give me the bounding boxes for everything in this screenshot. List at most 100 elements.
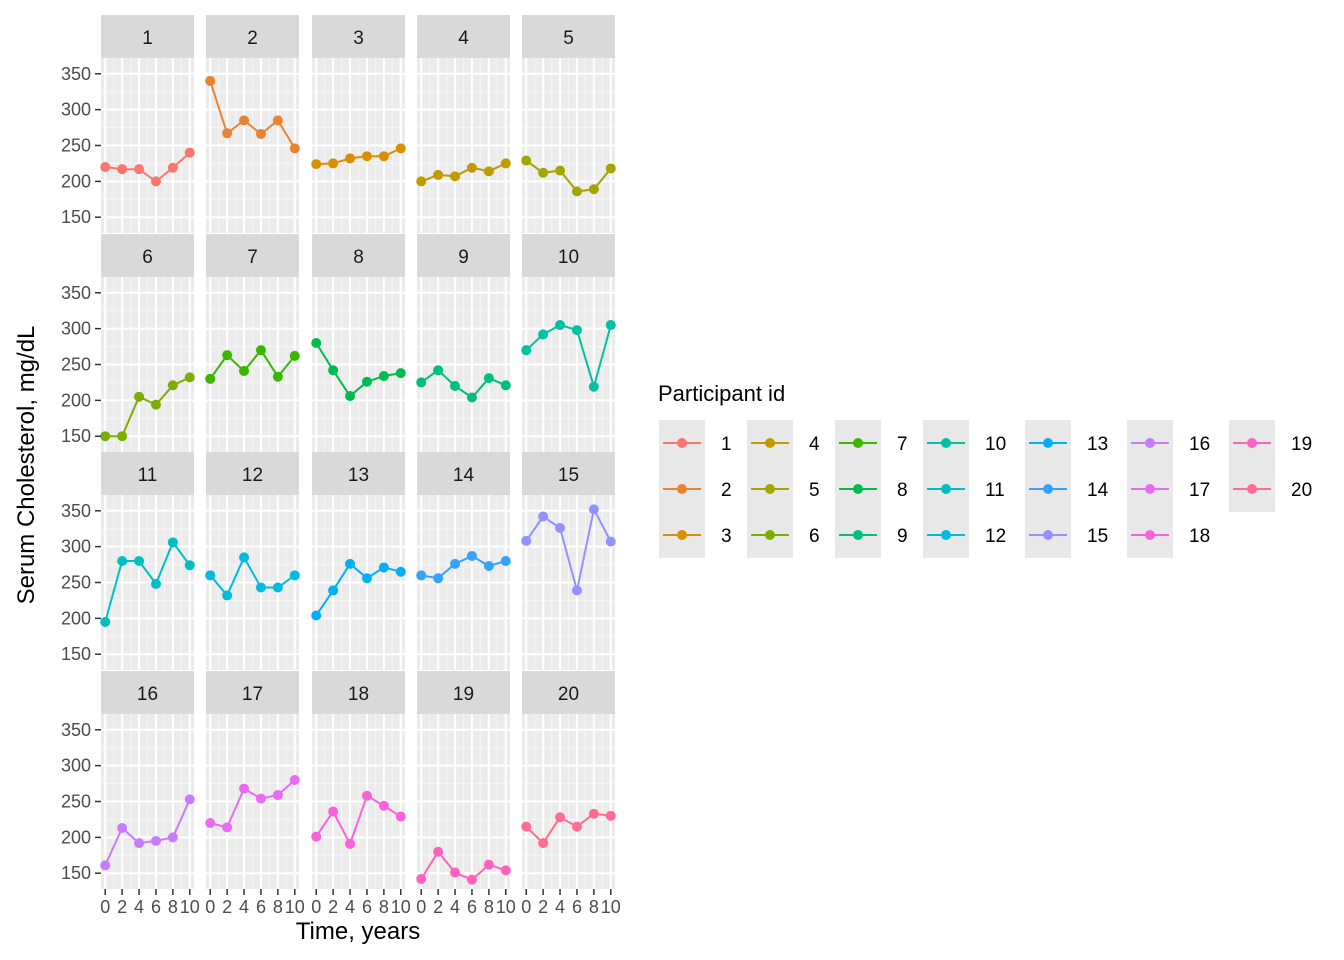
legend-label: 13: [1087, 434, 1108, 455]
data-point: [466, 392, 477, 403]
data-point: [205, 818, 216, 829]
legend-item-20: 20: [1229, 466, 1312, 512]
facet-strip-label: 8: [353, 247, 364, 268]
legend-item-15: 15: [1025, 512, 1108, 558]
facet-strip-label: 3: [353, 28, 364, 49]
facet-strip-label: 17: [242, 684, 263, 705]
legend-label: 19: [1291, 434, 1312, 455]
data-point: [571, 585, 582, 596]
data-point: [555, 522, 566, 533]
data-point: [239, 783, 250, 794]
data-point: [500, 158, 511, 169]
facet-panel-13: 13: [311, 452, 406, 670]
facet-panel-17: 17: [205, 671, 300, 889]
facet-panel-4: 4: [416, 15, 511, 233]
legend-item-2: 2: [659, 466, 732, 512]
x-tick-label: 8: [273, 897, 283, 917]
legend-label: 9: [897, 526, 908, 547]
legend-item-1: 1: [659, 420, 732, 466]
data-point: [311, 159, 322, 170]
legend-label: 11: [985, 480, 1005, 501]
data-point: [150, 399, 161, 410]
facet-panel-2: 2: [205, 15, 300, 233]
data-point: [255, 582, 266, 593]
legend-label: 3: [721, 526, 732, 547]
data-point: [117, 555, 128, 566]
y-axes: 150 200 250 300 350 150 200 250 300 350 150 200 250 3…: [61, 64, 101, 883]
data-point: [500, 555, 511, 566]
facet-strip-label: 12: [242, 465, 263, 486]
facet-strip-label: 14: [453, 465, 475, 486]
data-point: [521, 345, 532, 356]
data-point: [150, 176, 161, 187]
facet-panel-14: 14: [416, 452, 511, 670]
facet-strip: [522, 234, 615, 277]
y-tick-label: 200: [61, 827, 91, 847]
legend-item-13: 13: [1025, 420, 1108, 466]
data-point: [605, 320, 616, 331]
x-tick-label: 8: [168, 897, 178, 917]
legend-label: 20: [1291, 480, 1312, 501]
facet-panel-10: 10: [521, 234, 616, 452]
y-tick-label: 200: [61, 390, 91, 410]
legend-key-point: [941, 530, 951, 540]
data-point: [378, 562, 389, 573]
legend-key-point: [677, 438, 687, 448]
legend-item-5: 5: [747, 466, 820, 512]
x-tick-label: 8: [589, 897, 599, 917]
x-tick-label: 0: [521, 897, 531, 917]
x-tick-label: 4: [555, 897, 565, 917]
data-point: [222, 822, 233, 833]
data-point: [483, 561, 494, 572]
facet-strip: [101, 15, 194, 58]
facet-panel-5: 5: [521, 15, 616, 233]
data-point: [167, 537, 178, 548]
facet-panel-8: 8: [311, 234, 406, 452]
data-point: [255, 129, 266, 140]
data-point: [450, 171, 461, 182]
legend-label: 1: [721, 434, 732, 455]
y-tick-label: 150: [61, 207, 91, 227]
legend-item-7: 7: [835, 420, 908, 466]
legend-label: 17: [1189, 480, 1210, 501]
facet-panel-15: 15: [521, 452, 616, 670]
y-tick-label: 350: [61, 283, 91, 303]
data-point: [483, 373, 494, 384]
x-tick-label: 2: [538, 897, 548, 917]
data-point: [466, 874, 477, 885]
legend-key-point: [677, 530, 687, 540]
data-point: [328, 158, 339, 169]
legend-label: 14: [1087, 480, 1109, 501]
facet-strip: [206, 234, 299, 277]
data-point: [521, 155, 532, 166]
facet-panel-9: 9: [416, 234, 511, 452]
legend-item-6: 6: [747, 512, 820, 558]
legend-key-point: [1043, 530, 1053, 540]
legend-label: 7: [897, 434, 908, 455]
facet-strip-label: 13: [348, 465, 369, 486]
legend-item-11: 11: [923, 466, 1005, 512]
legend-key-point: [677, 484, 687, 494]
facet-strip-label: 9: [458, 247, 469, 268]
facet-strip-label: 2: [247, 28, 258, 49]
data-point: [345, 153, 356, 164]
facet-strip: [312, 671, 405, 714]
data-point: [272, 582, 283, 593]
data-point: [416, 873, 427, 884]
facet-strip-label: 20: [558, 684, 579, 705]
data-point: [571, 821, 582, 832]
data-point: [361, 376, 372, 387]
data-point: [538, 511, 549, 522]
x-tick-label: 8: [379, 897, 389, 917]
facet-strip: [417, 671, 510, 714]
data-point: [500, 865, 511, 876]
data-point: [521, 821, 532, 832]
data-point: [483, 166, 494, 177]
data-point: [272, 790, 283, 801]
x-tick-label: 0: [416, 897, 426, 917]
data-point: [538, 329, 549, 340]
facet-panel-18: 18: [311, 671, 406, 889]
data-point: [255, 345, 266, 356]
data-point: [289, 350, 300, 361]
